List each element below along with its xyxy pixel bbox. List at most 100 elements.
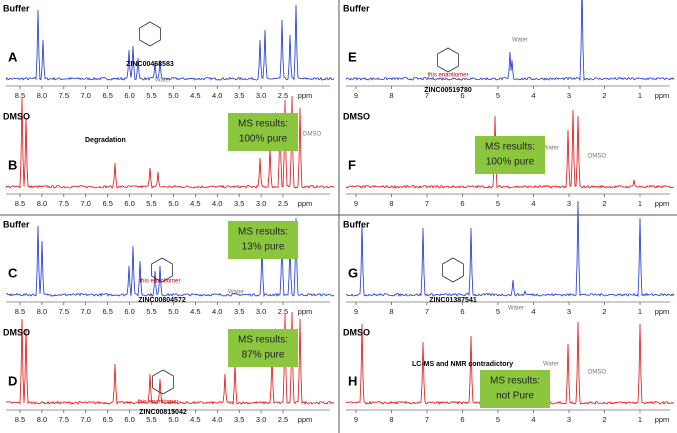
ppm-label: 4.0 bbox=[212, 199, 222, 208]
solvent: Buffer bbox=[3, 3, 30, 13]
ppm-label: 6.5 bbox=[102, 307, 112, 316]
ppm-label: 8.0 bbox=[37, 415, 47, 424]
comment: Degradation bbox=[85, 137, 126, 144]
compound-id: ZINC00468583 bbox=[126, 61, 174, 68]
ms-result: MS results: bbox=[238, 335, 288, 346]
panel-letter: D bbox=[8, 373, 17, 388]
water-label: Water bbox=[543, 362, 559, 368]
ppm-label: 8.0 bbox=[37, 199, 47, 208]
ppm-label: 5.0 bbox=[168, 415, 178, 424]
ppm-label: 5.5 bbox=[146, 199, 156, 208]
ppm-label: 5 bbox=[496, 91, 500, 100]
ms-result: 100% pure bbox=[486, 157, 535, 168]
ppm-label: 3.0 bbox=[256, 199, 266, 208]
ppm-label: 7.0 bbox=[81, 307, 91, 316]
ppm-unit: ppm bbox=[298, 91, 313, 100]
ppm-label: 7 bbox=[425, 307, 429, 316]
ppm-label: 7.5 bbox=[59, 307, 69, 316]
ms-result: MS results: bbox=[490, 376, 540, 387]
ppm-label: 5 bbox=[496, 199, 500, 208]
ppm-unit: ppm bbox=[655, 91, 670, 100]
ppm-label: 2.5 bbox=[278, 199, 288, 208]
structure-ring bbox=[442, 257, 464, 283]
spectrum bbox=[5, 4, 335, 81]
ppm-label: 5.5 bbox=[146, 415, 156, 424]
ppm-label: 6.0 bbox=[124, 307, 134, 316]
dmso-label: DMSO bbox=[588, 370, 606, 376]
spectrum bbox=[5, 311, 335, 406]
ppm-label: 8.5 bbox=[15, 199, 25, 208]
ppm-label: 4.5 bbox=[190, 415, 200, 424]
water-label: Water bbox=[543, 146, 559, 152]
ppm-label: 4.5 bbox=[190, 199, 200, 208]
ms-result: MS results: bbox=[238, 227, 288, 238]
ppm-label: 8.0 bbox=[37, 307, 47, 316]
ppm-unit: ppm bbox=[298, 307, 313, 316]
ppm-label: 6.5 bbox=[102, 415, 112, 424]
ppm-label: 3.5 bbox=[234, 415, 244, 424]
panel-letter: G bbox=[348, 265, 358, 280]
ppm-label: 7 bbox=[425, 415, 429, 424]
solvent: Buffer bbox=[343, 3, 370, 13]
ms-box bbox=[228, 113, 298, 151]
ppm-label: 8.0 bbox=[37, 91, 47, 100]
ppm-label: 9 bbox=[354, 91, 358, 100]
ms-result: 13% pure bbox=[242, 242, 285, 253]
ppm-label: 1 bbox=[638, 307, 642, 316]
ppm-label: 3.0 bbox=[256, 307, 266, 316]
compound-id: ZINC01387541 bbox=[429, 297, 477, 304]
ppm-label: 9 bbox=[354, 415, 358, 424]
ppm-label: 7.0 bbox=[81, 199, 91, 208]
ppm-unit: ppm bbox=[655, 199, 670, 208]
ms-result: MS results: bbox=[238, 119, 288, 130]
spectrum bbox=[5, 217, 335, 298]
ppm-label: 2 bbox=[602, 415, 606, 424]
ppm-label: 6 bbox=[460, 199, 464, 208]
comment: LC-MS and NMR contradictory bbox=[412, 361, 513, 368]
panel-letter: E bbox=[348, 49, 357, 64]
ppm-label: 3.0 bbox=[256, 91, 266, 100]
ppm-label: 2 bbox=[602, 91, 606, 100]
ppm-label: 8 bbox=[389, 415, 393, 424]
dmso-label: DMSO bbox=[303, 132, 321, 138]
ppm-label: 6.5 bbox=[102, 91, 112, 100]
ppm-label: 4.5 bbox=[190, 91, 200, 100]
ppm-label: 5.0 bbox=[168, 307, 178, 316]
ppm-label: 3.0 bbox=[256, 415, 266, 424]
ppm-label: 8 bbox=[389, 199, 393, 208]
compound-id: ZINC00804572 bbox=[138, 297, 186, 304]
ppm-label: 6.5 bbox=[102, 199, 112, 208]
ppm-label: 8.5 bbox=[15, 415, 25, 424]
ppm-label: 7 bbox=[425, 91, 429, 100]
ppm-label: 3.5 bbox=[234, 199, 244, 208]
ppm-label: 3 bbox=[567, 91, 571, 100]
ppm-unit: ppm bbox=[298, 199, 313, 208]
panel-letter: B bbox=[8, 157, 17, 172]
water-label: Water bbox=[228, 290, 244, 296]
ppm-label: 5.0 bbox=[168, 199, 178, 208]
ppm-label: 7.5 bbox=[59, 91, 69, 100]
ppm-label: 3.5 bbox=[234, 307, 244, 316]
ppm-label: 2.5 bbox=[278, 91, 288, 100]
ppm-label: 5.5 bbox=[146, 91, 156, 100]
ms-result: not Pure bbox=[496, 391, 534, 402]
enantiomer-note: this enantiomer bbox=[139, 279, 180, 285]
ppm-unit: ppm bbox=[655, 307, 670, 316]
water-label: Water bbox=[155, 78, 171, 84]
ppm-label: 7.5 bbox=[59, 199, 69, 208]
solvent: DMSO bbox=[3, 111, 30, 121]
ms-box bbox=[228, 221, 298, 259]
ppm-label: 7.0 bbox=[81, 415, 91, 424]
panel-letter: A bbox=[8, 49, 18, 64]
ms-box bbox=[480, 370, 550, 408]
solvent: DMSO bbox=[3, 327, 30, 337]
solvent: Buffer bbox=[343, 219, 370, 229]
ppm-label: 2 bbox=[602, 199, 606, 208]
ppm-label: 8 bbox=[389, 91, 393, 100]
panel-letter: C bbox=[8, 265, 18, 280]
ppm-unit: ppm bbox=[298, 415, 313, 424]
ppm-label: 9 bbox=[354, 199, 358, 208]
ppm-label: 1 bbox=[638, 415, 642, 424]
spectrum bbox=[345, 200, 675, 298]
